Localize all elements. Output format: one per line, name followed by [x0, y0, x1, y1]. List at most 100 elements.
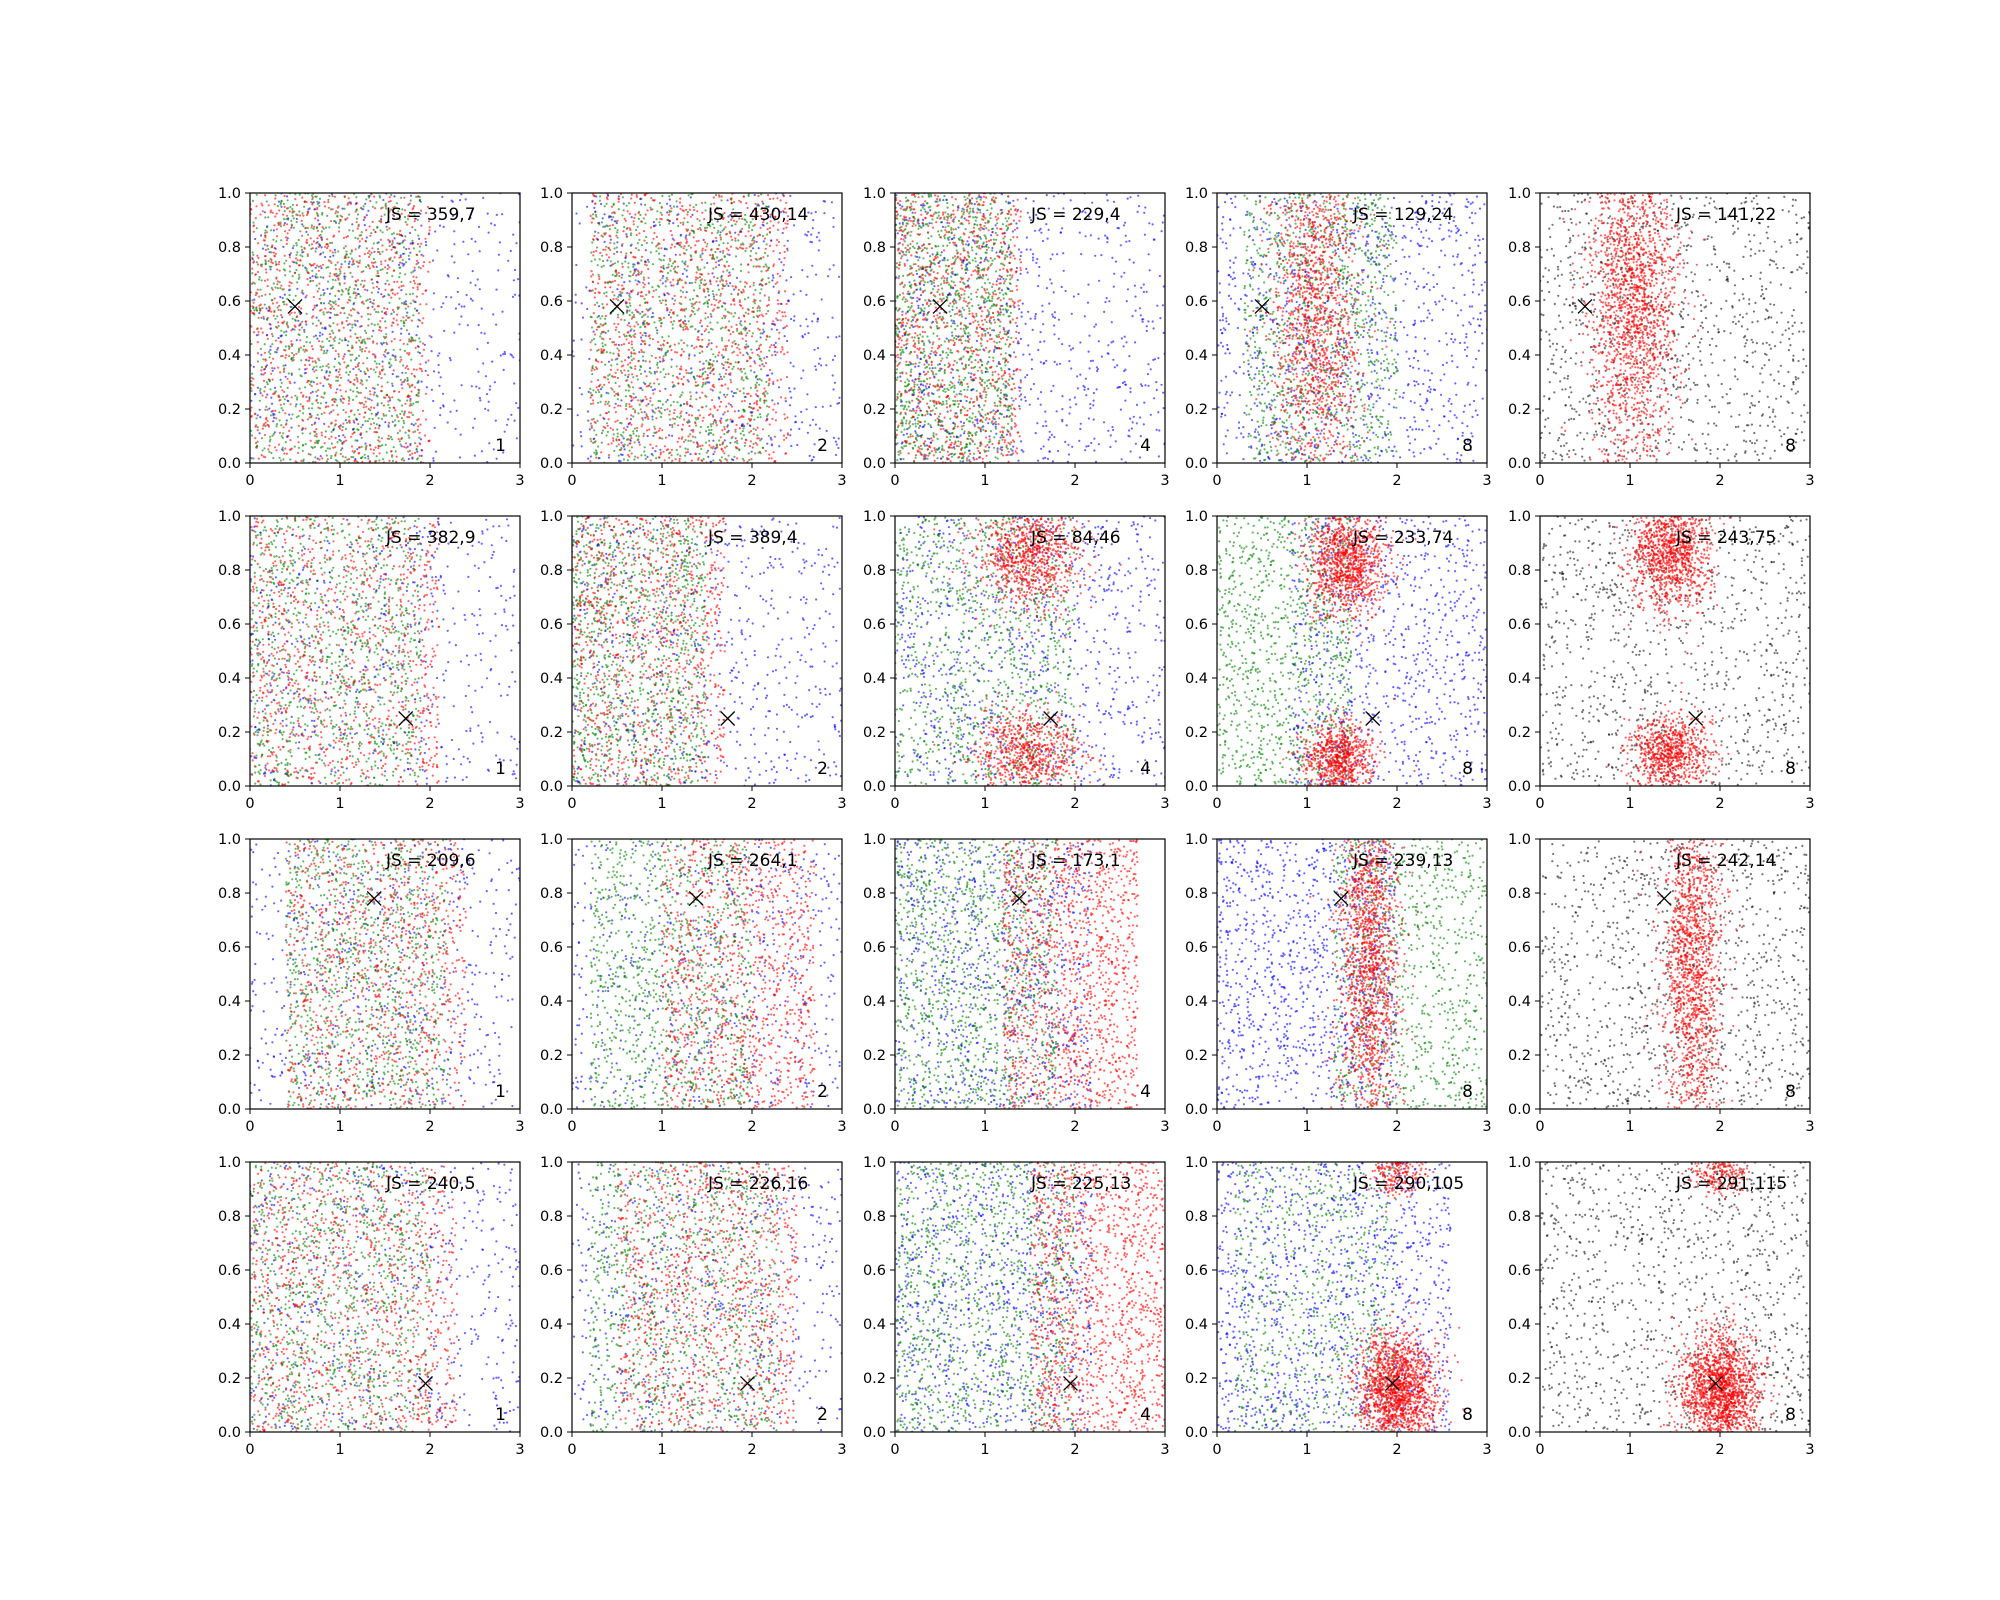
- data-point: [622, 209, 625, 212]
- data-point: [701, 350, 704, 353]
- data-point: [284, 447, 287, 450]
- data-point: [719, 460, 723, 463]
- data-point: [387, 283, 391, 286]
- data-point: [346, 323, 350, 326]
- data-point: [611, 280, 614, 283]
- data-point: [811, 264, 814, 267]
- data-point: [637, 360, 640, 363]
- data-point: [693, 231, 696, 234]
- data-point: [282, 268, 285, 271]
- data-point: [597, 388, 600, 392]
- data-point: [383, 350, 387, 353]
- data-point: [327, 245, 330, 248]
- data-point: [670, 234, 674, 237]
- data-point: [323, 442, 326, 445]
- data-point: [661, 336, 664, 339]
- data-point: [515, 437, 519, 440]
- data-point: [320, 395, 323, 398]
- data-point: [324, 435, 327, 438]
- data-point: [339, 311, 342, 314]
- data-point: [396, 217, 399, 220]
- data-point: [683, 217, 686, 220]
- data-point: [668, 257, 671, 260]
- data-point: [699, 445, 702, 448]
- data-point: [623, 369, 626, 372]
- data-point: [301, 444, 304, 447]
- data-point: [655, 417, 658, 420]
- data-point: [754, 452, 757, 455]
- data-point: [312, 335, 315, 338]
- data-point: [756, 234, 759, 237]
- data-point: [738, 217, 741, 220]
- data-point: [256, 292, 259, 295]
- data-point: [333, 274, 336, 277]
- data-point: [417, 318, 420, 321]
- data-point: [285, 207, 289, 210]
- data-point: [813, 443, 816, 446]
- data-point: [730, 381, 733, 384]
- data-point: [592, 330, 595, 333]
- data-point: [616, 368, 619, 371]
- data-point: [281, 409, 285, 412]
- data-point: [384, 288, 387, 291]
- data-point: [277, 263, 280, 266]
- data-point: [740, 331, 743, 334]
- data-point: [779, 378, 783, 381]
- data-point: [271, 378, 274, 381]
- data-point: [402, 419, 405, 422]
- data-point: [757, 451, 760, 454]
- data-point: [639, 326, 642, 329]
- data-point: [736, 457, 739, 460]
- data-point: [629, 234, 633, 237]
- data-point: [649, 400, 652, 403]
- data-point: [580, 393, 583, 396]
- data-point: [415, 195, 418, 198]
- data-point: [759, 350, 763, 353]
- data-point: [779, 350, 783, 353]
- data-point: [653, 411, 656, 414]
- data-point: [597, 445, 600, 448]
- data-point: [302, 345, 306, 348]
- data-point: [342, 247, 346, 250]
- data-point: [764, 207, 767, 210]
- data-point: [716, 231, 719, 234]
- data-point: [514, 293, 517, 296]
- data-point: [305, 341, 308, 344]
- data-point: [346, 364, 349, 367]
- data-point: [316, 276, 319, 279]
- data-point: [686, 265, 689, 268]
- data-point: [591, 394, 594, 397]
- data-point: [399, 443, 402, 446]
- data-point: [719, 292, 723, 295]
- data-point: [615, 222, 618, 225]
- data-point: [671, 459, 674, 462]
- data-point: [617, 299, 620, 302]
- data-point: [589, 437, 592, 440]
- data-point: [283, 205, 286, 208]
- data-point: [712, 293, 715, 296]
- data-point: [335, 369, 338, 372]
- data-point: [681, 291, 685, 294]
- data-point: [356, 288, 359, 291]
- data-point: [354, 324, 357, 327]
- data-point: [386, 271, 389, 275]
- data-point: [391, 241, 394, 244]
- data-point: [275, 417, 278, 420]
- data-point: [642, 322, 645, 325]
- data-point: [730, 218, 733, 221]
- data-point: [295, 352, 298, 355]
- data-point: [340, 289, 344, 292]
- data-point: [673, 239, 676, 242]
- data-point: [721, 305, 724, 308]
- data-point: [426, 205, 429, 209]
- data-point: [367, 318, 370, 321]
- data-point: [299, 323, 302, 326]
- data-point: [369, 423, 373, 426]
- data-point: [742, 459, 746, 462]
- data-point: [770, 438, 773, 441]
- data-point: [284, 412, 287, 415]
- data-point: [632, 220, 635, 223]
- data-point: [759, 215, 762, 218]
- data-point: [282, 432, 285, 435]
- data-point: [766, 222, 769, 225]
